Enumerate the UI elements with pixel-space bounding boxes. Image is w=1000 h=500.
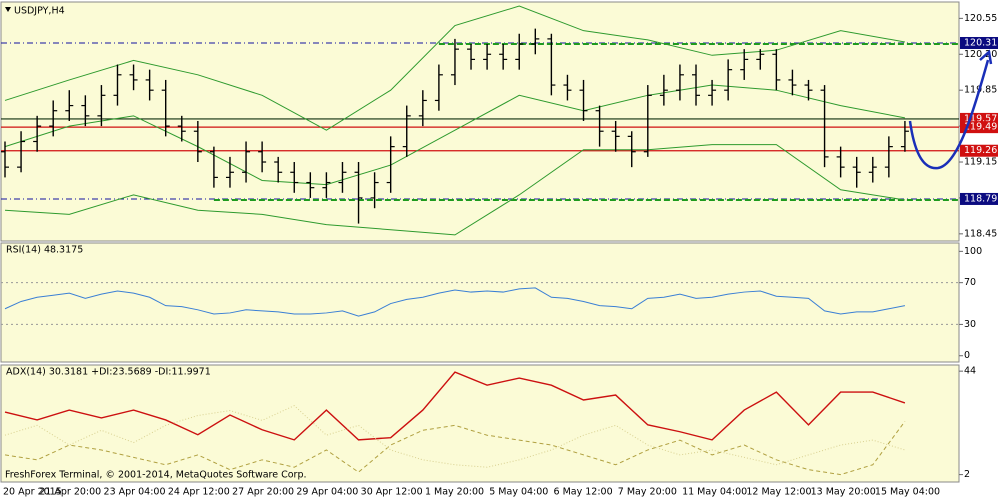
- x-tick-label: 27 Apr 20:00: [232, 487, 294, 498]
- level-label: 119.57: [964, 113, 997, 124]
- y-tick-label: 120.20: [964, 49, 997, 60]
- level-label: 119.49: [964, 122, 997, 133]
- x-tick-label: 1 May 20:00: [425, 487, 484, 498]
- y-tick-label: 119.15: [964, 157, 997, 168]
- panel-title: USDJPY,H4: [14, 6, 65, 17]
- x-tick-label: 23 Apr 04:00: [104, 487, 166, 498]
- level-label: 120.31: [964, 37, 997, 48]
- x-tick-label: 7 May 20:00: [618, 487, 677, 498]
- x-tick-label: 21 Apr 20:00: [39, 487, 101, 498]
- rsi-panel: [0, 242, 960, 363]
- panel-title: ADX(14) 30.3181 +DI:23.5689 -DI:11.9971: [6, 367, 211, 378]
- x-tick-label: 12 May 12:00: [746, 487, 811, 498]
- y-tick-label: 119.85: [964, 85, 997, 96]
- annotation-arrow: [979, 49, 993, 65]
- y-tick-label: 30: [964, 319, 976, 330]
- line: [4, 405, 906, 468]
- annotation-curve: [908, 59, 990, 170]
- x-tick-label: 11 May 04:00: [682, 487, 747, 498]
- x-tick-label: 6 May 12:00: [554, 487, 613, 498]
- menu-triangle: [5, 7, 11, 12]
- level-label-box: [960, 192, 998, 205]
- line: [4, 371, 906, 441]
- level-label-box: [960, 144, 998, 157]
- x-tick-label: 30 Apr 12:00: [361, 487, 423, 498]
- footer: FreshForex Terminal, © 2001-2014, MetaQu…: [5, 470, 307, 481]
- x-tick-label: 5 May 04:00: [489, 487, 548, 498]
- y-tick-label: 70: [964, 277, 976, 288]
- y-tick-label: 44: [964, 366, 976, 377]
- adx-panel: [0, 364, 960, 483]
- panel-title: RSI(14) 48.3175: [6, 245, 83, 256]
- y-tick-label: 0: [964, 350, 970, 361]
- y-tick-label: 120.55: [964, 13, 997, 24]
- band-line: [4, 84, 906, 186]
- band-line: [4, 5, 906, 131]
- level-label: 119.26: [964, 145, 997, 156]
- y-tick-label: 2: [964, 469, 970, 480]
- x-tick-label: 13 May 20:00: [811, 487, 876, 498]
- level-label-box: [960, 121, 998, 134]
- band-line: [4, 144, 905, 236]
- y-tick-label: 100: [964, 246, 982, 257]
- y-tick-label: 118.45: [964, 228, 997, 239]
- line: [4, 421, 906, 476]
- x-tick-label: 20 Apr 2015: [3, 487, 62, 498]
- x-tick-label: 29 Apr 04:00: [296, 487, 358, 498]
- level-label-box: [960, 36, 998, 49]
- x-tick-label: 15 May 04:00: [875, 487, 940, 498]
- x-tick-label: 24 Apr 12:00: [168, 487, 230, 498]
- level-label: 118.79: [964, 193, 997, 204]
- line: [4, 287, 906, 317]
